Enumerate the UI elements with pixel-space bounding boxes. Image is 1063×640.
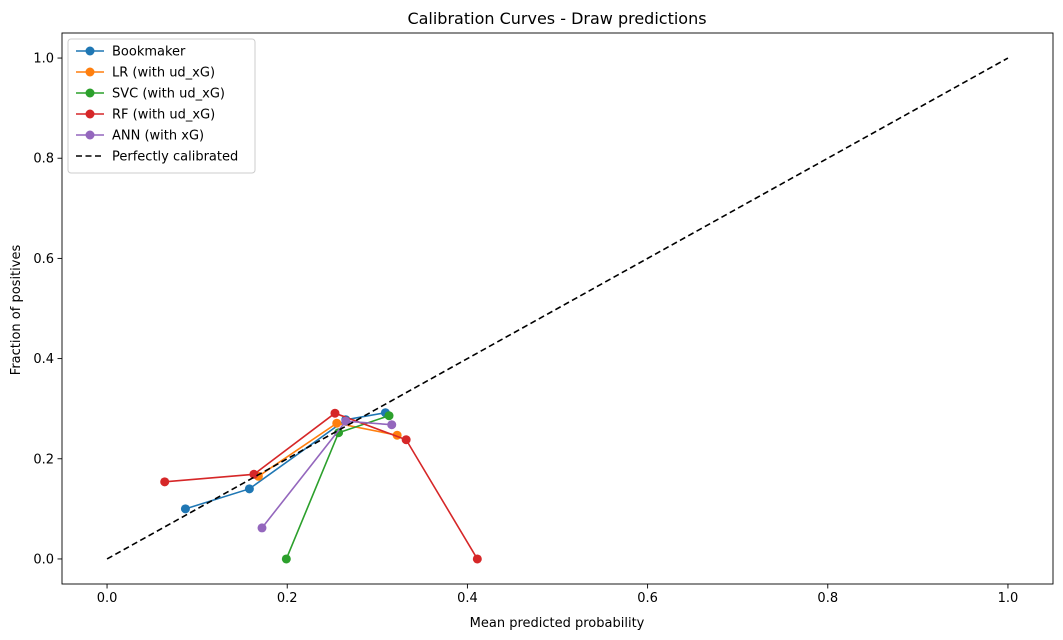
data-point — [387, 420, 397, 430]
data-point — [257, 523, 267, 533]
y-tick-label: 0.0 — [33, 552, 54, 567]
series-rf-with-ud-xg — [160, 408, 482, 564]
data-point — [160, 477, 170, 487]
data-point — [341, 416, 351, 426]
data-point — [332, 418, 342, 428]
y-tick-label: 0.6 — [33, 252, 54, 267]
data-point — [401, 435, 411, 445]
series-line — [285, 414, 390, 560]
legend-marker — [85, 88, 95, 98]
chart-title: Calibration Curves - Draw predictions — [407, 9, 706, 28]
legend-label: RF (with ud_xG) — [112, 108, 215, 123]
legend-marker — [85, 67, 95, 77]
x-tick-label: 0.6 — [637, 591, 658, 606]
data-point — [334, 428, 344, 438]
y-axis-label: Fraction of positives — [9, 245, 24, 376]
x-tick-label: 0.2 — [277, 591, 298, 606]
series-line — [164, 412, 479, 560]
x-tick-label: 0.8 — [817, 591, 838, 606]
y-tick-label: 0.8 — [33, 152, 54, 167]
data-point — [384, 411, 394, 421]
legend-marker — [85, 109, 95, 119]
legend-label: ANN (with xG) — [112, 129, 204, 144]
data-point — [249, 469, 259, 479]
legend-box — [67, 38, 256, 174]
legend-item: Perfectly calibrated — [76, 150, 238, 165]
legend-item: LR (with ud_xG) — [76, 66, 215, 81]
legend-label: Perfectly calibrated — [112, 150, 238, 165]
y-tick-label: 1.0 — [33, 52, 54, 67]
x-tick-label: 0.0 — [97, 591, 118, 606]
legend-label: LR (with ud_xG) — [112, 66, 215, 81]
legend-marker — [85, 46, 95, 56]
legend-item: SVC (with ud_xG) — [76, 87, 225, 102]
series-svc-with-ud-xg — [281, 411, 394, 564]
y-tick-label: 0.2 — [33, 452, 54, 467]
data-point — [472, 554, 482, 564]
x-tick-label: 1.0 — [998, 591, 1019, 606]
series-ann-with-xg — [257, 416, 397, 533]
series-lr-with-ud-xg — [253, 418, 402, 481]
data-point — [244, 484, 254, 494]
x-tick-label: 0.4 — [457, 591, 478, 606]
legend-marker — [85, 130, 95, 140]
series-perfectly-calibrated — [106, 57, 1009, 560]
plot-frame — [61, 32, 1054, 585]
data-point — [281, 554, 291, 564]
series-line — [106, 57, 1009, 560]
data-point — [180, 504, 190, 514]
data-point — [330, 408, 340, 418]
legend-label: Bookmaker — [112, 45, 186, 60]
series-line — [185, 411, 386, 510]
legend: Bookmaker LR (with ud_xG) SVC (with ud_xG)… — [67, 38, 256, 174]
x-axis-label: Mean predicted probability — [470, 616, 645, 631]
legend-item: Bookmaker — [76, 45, 186, 60]
y-tick-label: 0.4 — [33, 352, 54, 367]
legend-item: ANN (with xG) — [76, 129, 204, 144]
legend-item: RF (with ud_xG) — [76, 108, 215, 123]
legend-label: SVC (with ud_xG) — [112, 87, 225, 102]
